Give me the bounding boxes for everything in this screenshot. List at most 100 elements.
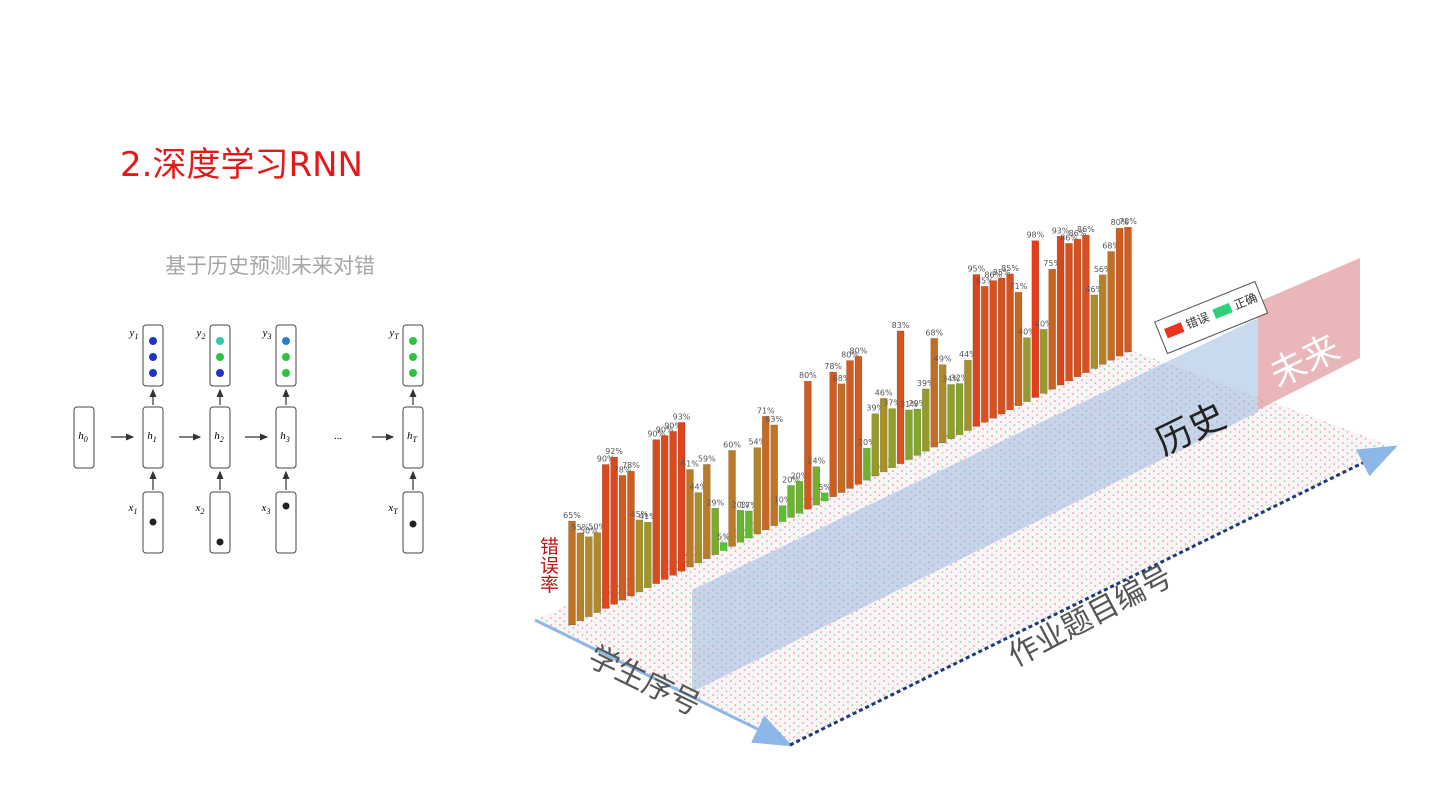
legend-swatch [1164,322,1185,339]
bar [972,274,981,427]
value-label: 71% [757,406,775,415]
value-label: 85% [993,268,1011,277]
bar [955,383,964,435]
value-label: 80% [841,351,859,360]
value-label: 95% [967,264,985,273]
bar [719,542,728,551]
output-label: y3 [262,327,272,341]
bar [669,431,677,576]
value-label: 90% [656,426,674,435]
value-label: 50% [588,523,606,532]
bar [837,383,846,493]
bar [1065,243,1073,382]
bar [1014,291,1023,407]
value-label: 61% [681,459,699,468]
value-label: 85% [976,276,994,285]
bar [601,464,610,609]
x-axis [789,445,1398,747]
bar [905,409,913,460]
bar [896,330,905,464]
value-label: 39% [866,404,884,413]
label-base: x [128,502,134,514]
value-label: 98% [1026,231,1044,240]
bar [593,532,602,613]
depth-axis [534,618,793,747]
hidden-box [73,406,95,469]
label-sub: T [413,435,418,444]
label-base: h [78,430,84,442]
value-label: 63% [765,415,783,424]
hidden-box [142,406,164,469]
value-label: 45% [631,510,649,519]
value-label: 86% [1069,229,1087,238]
input-dot [216,538,224,546]
history-plane [692,318,1258,692]
label-base: x [195,502,201,514]
value-label: 20% [732,500,750,509]
value-label: 5% [717,533,730,542]
value-label: 24% [807,457,825,466]
value-label: 90% [647,430,665,439]
bar [762,416,770,531]
value-label: 93% [1052,226,1070,235]
bar [1090,294,1099,369]
output-dot [409,337,417,345]
hidden-label: h3 [280,430,290,444]
input-dot [282,502,290,510]
input-box [209,491,231,554]
bar [938,364,947,444]
bar [846,360,854,489]
bar [618,475,627,601]
bar [745,510,753,539]
bar [795,481,804,514]
value-label: 20% [858,438,876,447]
output-label: y2 [196,327,206,341]
input-dot [149,518,157,526]
bar [644,521,652,589]
bar [1031,240,1040,398]
legend-box [1154,280,1269,355]
output-label: y1 [129,327,139,341]
output-dot [282,369,290,377]
value-label: 65% [563,511,581,520]
bar [686,469,694,568]
value-label: 29% [706,498,724,507]
bar [585,536,593,617]
bar [660,435,669,580]
value-label: 10% [774,496,792,505]
value-label: 37% [883,399,901,408]
value-label: 68% [833,374,851,383]
bar [947,384,955,440]
output-dot [216,353,224,361]
bar [879,398,888,473]
bar [922,388,930,452]
bar [1082,234,1090,373]
hidden-label: h2 [214,430,224,444]
label-sub: 3 [266,332,271,341]
label-base: y [262,327,268,339]
output-dot [409,353,417,361]
bar [568,520,576,626]
label-base: x [261,502,267,514]
value-label: 32% [951,374,969,383]
hidden-box [402,406,424,469]
bar [677,422,686,572]
bar [964,359,972,431]
bar [1006,273,1014,411]
bar [610,456,618,605]
value-label: 54% [748,438,766,447]
value-label: 17% [740,501,758,510]
value-label: 40% [1018,328,1036,337]
bar [1023,337,1031,402]
value-label: 86% [984,271,1002,280]
value-label: 34% [942,374,960,383]
input-label: x1 [128,502,138,516]
value-label: 20% [782,475,800,484]
bar [871,413,880,477]
output-dot [216,337,224,345]
bar [888,408,896,469]
bar [694,492,703,564]
input-dot [409,520,417,528]
value-label: 46% [1085,285,1103,294]
